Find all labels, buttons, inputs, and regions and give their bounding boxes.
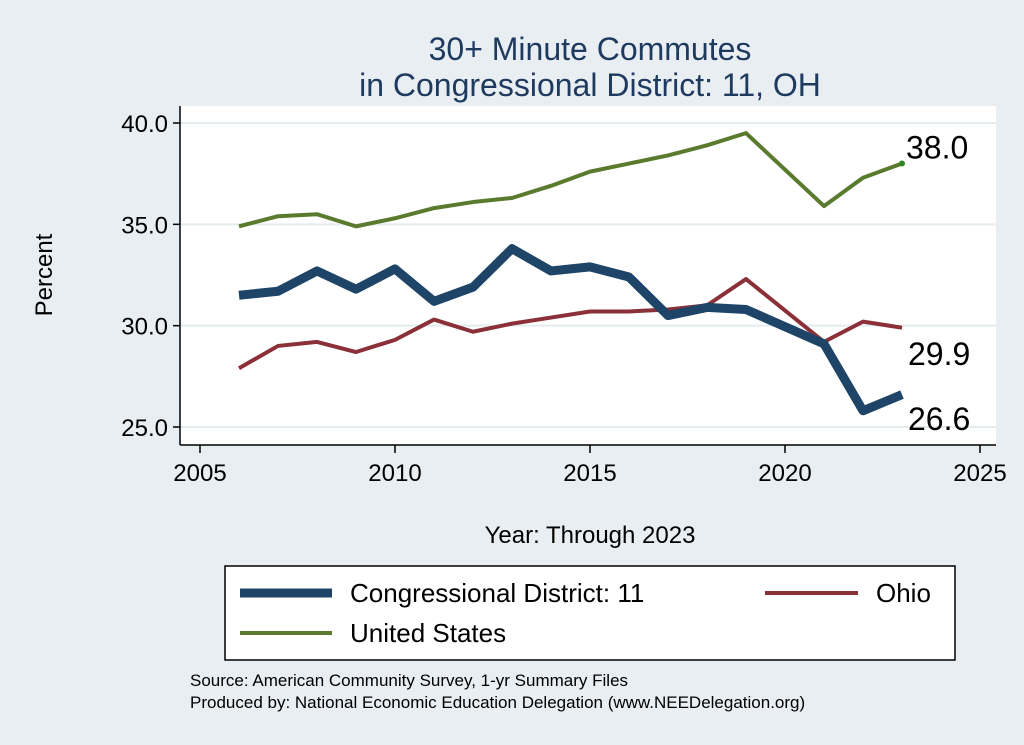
- y-tick-label: 30.0: [121, 314, 168, 341]
- end-label-2: 38.0: [906, 130, 968, 166]
- x-tick-label: 2010: [368, 460, 421, 487]
- gridlines: [180, 122, 996, 428]
- series-lines: [238, 131, 905, 416]
- x-tick-label: 2015: [563, 460, 616, 487]
- series-line-2: [238, 131, 903, 229]
- legend-label-0: Congressional District: 11: [350, 578, 644, 608]
- us-end-point: [899, 160, 905, 167]
- end-label-1: 29.9: [908, 336, 970, 372]
- legend-label-1: Ohio: [876, 578, 931, 608]
- legend-label-2: United States: [350, 618, 506, 648]
- legend: Congressional District: 11 Ohio United Sta…: [240, 578, 931, 648]
- x-tick-label: 2020: [758, 460, 811, 487]
- chart-title-line-1: 30+ Minute Commutes: [429, 31, 752, 67]
- series-line-0: [238, 244, 904, 416]
- source-line-2: Produced by: National Economic Education…: [190, 693, 805, 712]
- axes: 25.0 30.0 35.0 40.0 2005 2010 2015 2020 2025: [121, 106, 1007, 487]
- y-tick-label: 25.0: [121, 415, 168, 442]
- x-axis-label: Year: Through 2023: [485, 522, 696, 549]
- x-tick-label: 2005: [173, 460, 226, 487]
- y-tick-label: 35.0: [121, 212, 168, 239]
- y-tick-label: 40.0: [121, 111, 168, 138]
- y-axis-label: Percent: [31, 233, 58, 316]
- chart-title-line-2: in Congressional District: 11, OH: [359, 67, 821, 103]
- source-line-1: Source: American Community Survey, 1-yr …: [190, 671, 628, 690]
- series-line-1: [238, 277, 903, 370]
- end-label-0: 26.6: [908, 401, 970, 437]
- x-tick-label: 2025: [953, 460, 1006, 487]
- legend-box: [224, 565, 956, 661]
- end-labels: 26.6 29.9 38.0: [906, 130, 970, 437]
